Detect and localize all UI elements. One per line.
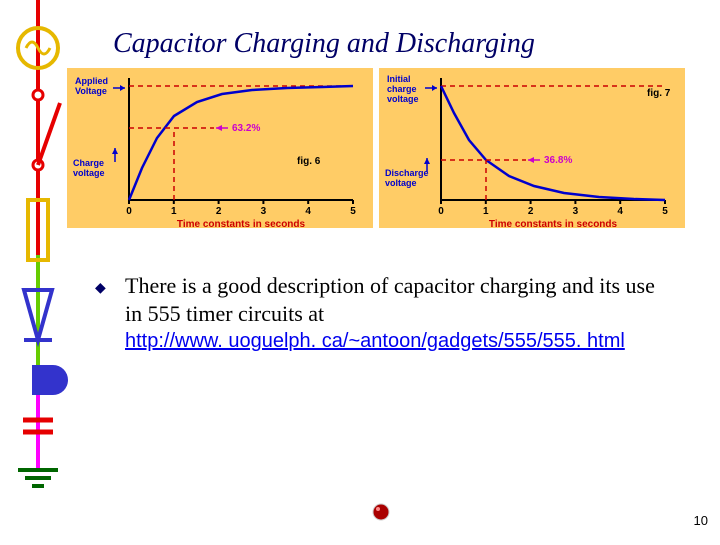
svg-text:Time constants in seconds: Time constants in seconds — [177, 219, 306, 228]
body-block: ◆ There is a good description of capacit… — [83, 272, 715, 354]
svg-text:Time constants in seconds: Time constants in seconds — [489, 219, 618, 228]
svg-text:4: 4 — [617, 206, 623, 217]
svg-text:5: 5 — [662, 206, 668, 217]
svg-text:charge: charge — [387, 84, 417, 94]
page-number: 10 — [694, 513, 708, 528]
svg-text:Applied: Applied — [75, 76, 108, 86]
svg-text:2: 2 — [528, 206, 534, 217]
svg-text:0: 0 — [126, 206, 132, 217]
footer-ornament-icon — [372, 503, 390, 526]
reference-link[interactable]: http://www. uoguelph. ca/~antoon/gadgets… — [125, 329, 715, 354]
svg-text:36.8%: 36.8% — [544, 155, 572, 166]
svg-text:Charge: Charge — [73, 158, 104, 168]
svg-text:Initial: Initial — [387, 74, 411, 84]
slide-content: Capacitor Charging and Discharging 0 1 2 3 4… — [75, 0, 715, 354]
svg-text:voltage: voltage — [387, 94, 419, 104]
svg-text:voltage: voltage — [385, 178, 417, 188]
charts-row: 0 1 2 3 4 5 Time constants in seconds AppliedVo… — [67, 68, 715, 228]
discharging-chart: 0 1 2 3 4 5 Time constants in seconds Initialch… — [379, 68, 685, 228]
svg-text:Voltage: Voltage — [75, 86, 107, 96]
svg-text:fig. 7: fig. 7 — [647, 88, 671, 99]
svg-text:voltage: voltage — [73, 168, 105, 178]
svg-text:5: 5 — [350, 206, 356, 217]
bullet-icon: ◆ — [95, 280, 106, 298]
svg-text:2: 2 — [216, 206, 222, 217]
svg-text:1: 1 — [483, 206, 489, 217]
slide-title: Capacitor Charging and Discharging — [113, 28, 715, 60]
svg-text:Discharge: Discharge — [385, 168, 429, 178]
svg-text:3: 3 — [573, 206, 579, 217]
charging-chart: 0 1 2 3 4 5 Time constants in seconds AppliedVo… — [67, 68, 373, 228]
svg-text:4: 4 — [305, 206, 311, 217]
svg-text:0: 0 — [438, 206, 444, 217]
svg-text:fig. 6: fig. 6 — [297, 156, 321, 167]
svg-text:1: 1 — [171, 206, 177, 217]
svg-text:63.2%: 63.2% — [232, 123, 260, 134]
body-paragraph: There is a good description of capacitor… — [125, 272, 665, 327]
svg-text:3: 3 — [261, 206, 267, 217]
circuit-sidebar — [0, 0, 68, 540]
